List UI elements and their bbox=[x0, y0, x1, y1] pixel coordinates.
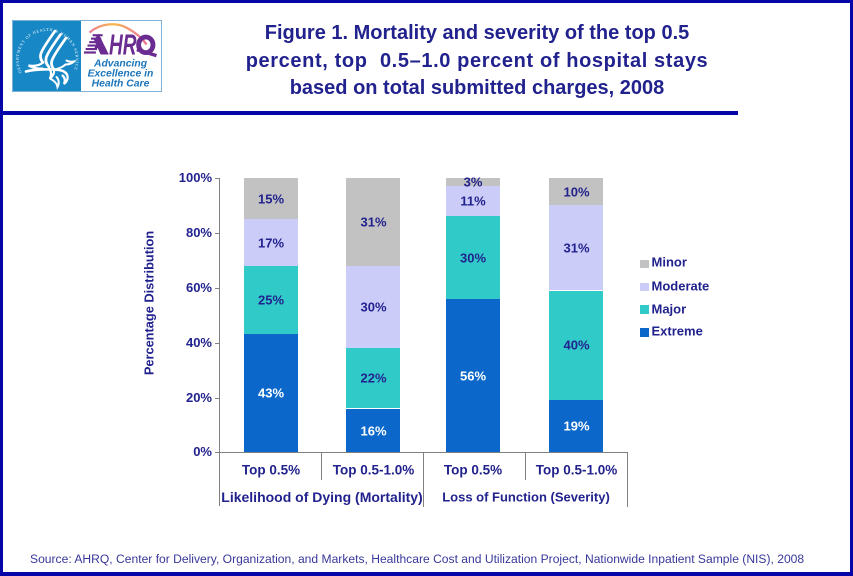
svg-text:Health Care: Health Care bbox=[92, 78, 150, 89]
svg-text:HR: HR bbox=[109, 30, 137, 62]
svg-text:Excellence in: Excellence in bbox=[88, 68, 154, 79]
svg-text:Advancing: Advancing bbox=[93, 58, 148, 69]
